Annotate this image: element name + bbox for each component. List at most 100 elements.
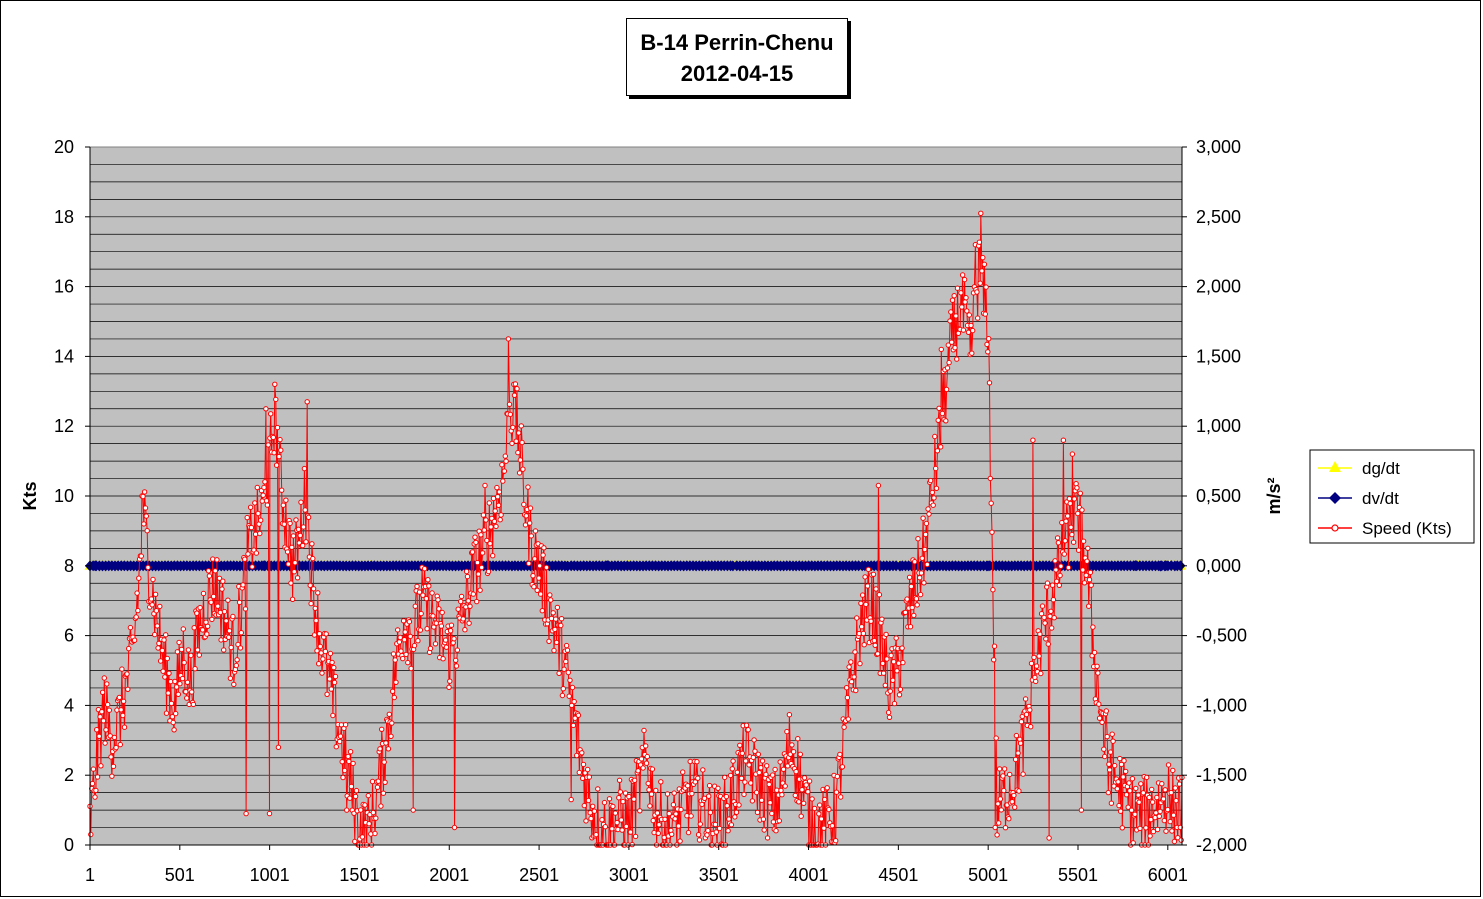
data-point (1013, 732, 1020, 739)
data-point (1001, 766, 1008, 772)
data-point (305, 514, 312, 520)
data-point (1069, 531, 1075, 538)
data-point (798, 813, 804, 819)
data-point (739, 750, 745, 756)
data-point (906, 574, 913, 580)
data-point (945, 342, 951, 348)
data-point (134, 590, 140, 596)
data-point (127, 624, 134, 631)
data-point (593, 831, 599, 838)
data-point (110, 763, 117, 770)
data-point (904, 596, 910, 602)
data-point (131, 637, 138, 643)
data-point (753, 789, 760, 796)
data-point (862, 574, 868, 580)
data-point (797, 751, 803, 757)
data-point (442, 637, 449, 643)
data-point (249, 564, 255, 570)
data-point (988, 500, 994, 506)
data-point (619, 827, 625, 833)
data-point (92, 794, 98, 800)
data-point (995, 801, 1001, 807)
data-point (818, 816, 825, 822)
data-point (494, 484, 500, 491)
data-point (395, 627, 401, 633)
data-point (255, 510, 261, 517)
data-point (200, 590, 207, 597)
data-point (515, 449, 521, 456)
data-point (263, 406, 269, 412)
y-right-tick-label: 2,000 (1196, 277, 1241, 297)
series-speed (87, 210, 1185, 848)
data-point (164, 655, 171, 662)
data-point (284, 549, 291, 555)
data-point (1051, 615, 1057, 621)
data-point (447, 628, 454, 634)
data-point (1042, 620, 1048, 626)
y-right-tick-label: -0,500 (1196, 626, 1247, 646)
data-point (938, 346, 944, 353)
data-point (509, 440, 515, 447)
data-point (326, 676, 333, 682)
data-point (278, 447, 284, 453)
y-right-tick-label: -1,000 (1196, 695, 1247, 715)
data-point (1009, 799, 1015, 805)
data-point (858, 600, 864, 606)
data-point (1115, 779, 1121, 785)
data-point (144, 528, 150, 534)
data-point (530, 573, 536, 579)
data-point (298, 499, 304, 505)
data-point (805, 789, 811, 795)
data-point (440, 656, 446, 662)
y-axis-left-title: Kts (20, 481, 40, 510)
data-point (100, 718, 107, 724)
data-point (383, 740, 389, 746)
data-point (1103, 708, 1110, 714)
data-point (782, 783, 788, 789)
data-point (1048, 608, 1054, 614)
y-left-tick-label: 6 (64, 626, 74, 646)
data-point (1088, 582, 1094, 588)
data-point (521, 501, 527, 508)
data-point (886, 714, 893, 720)
data-point (964, 308, 970, 314)
data-point (432, 641, 439, 647)
data-point (752, 748, 758, 754)
data-point (262, 479, 268, 485)
data-point (199, 627, 206, 633)
data-point (416, 589, 423, 595)
y-left-tick-label: 4 (64, 695, 74, 715)
chart-subtitle: 2012-04-15 (680, 61, 794, 86)
data-point (261, 484, 267, 491)
data-point (347, 795, 353, 801)
data-point (89, 780, 96, 787)
data-point (103, 727, 109, 733)
data-point (136, 575, 142, 581)
data-point (556, 670, 562, 676)
data-point (304, 399, 310, 405)
data-point (219, 586, 225, 592)
data-point (466, 620, 472, 626)
data-point (741, 791, 747, 798)
data-point (485, 568, 492, 575)
y-right-tick-label: 2,500 (1196, 207, 1241, 227)
data-point (120, 698, 127, 704)
data-point (157, 658, 164, 664)
data-point (591, 808, 598, 814)
data-point (495, 502, 502, 508)
data-point (1149, 799, 1156, 805)
data-point (479, 550, 486, 556)
data-point (104, 681, 110, 687)
data-point (1015, 750, 1021, 756)
data-point (779, 792, 785, 798)
data-point (142, 505, 149, 511)
data-point (579, 775, 586, 781)
data-point (927, 477, 934, 484)
data-point (1132, 811, 1138, 817)
data-point (97, 714, 103, 720)
data-point (1162, 787, 1168, 793)
data-point (301, 465, 308, 472)
data-point (1054, 535, 1061, 541)
data-point (923, 520, 930, 527)
data-point (631, 796, 637, 802)
